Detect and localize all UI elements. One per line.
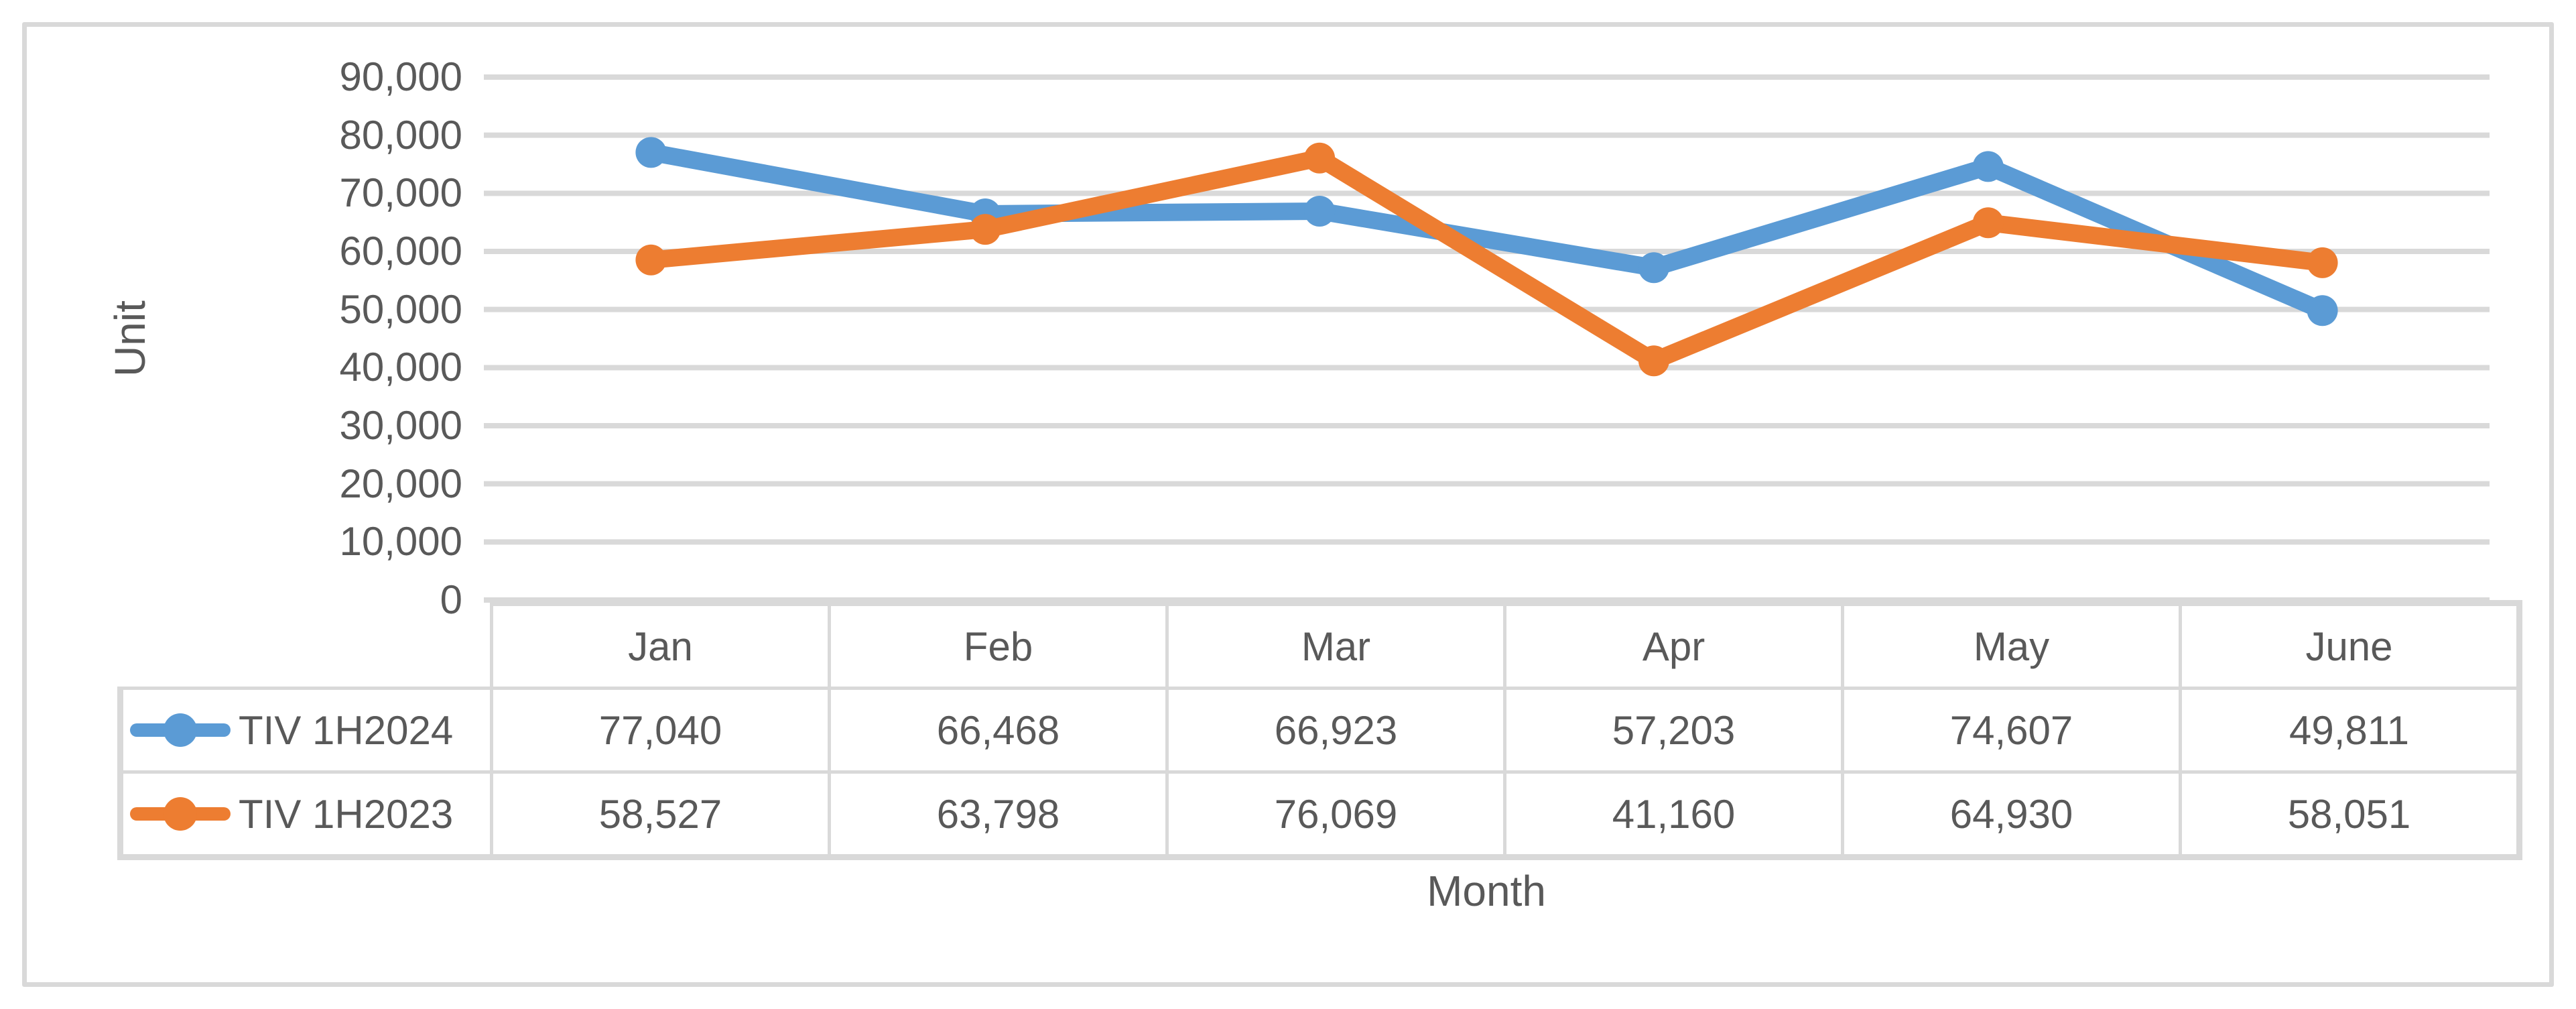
y-tick-label: 10,000	[339, 519, 462, 564]
table-cell: 66,468	[828, 687, 1169, 774]
y-tick-label: 90,000	[339, 54, 462, 99]
column-header: Mar	[1165, 600, 1506, 690]
y-tick-label: 60,000	[339, 229, 462, 274]
series-label: TIV 1H2024	[239, 707, 454, 753]
table-cell: 66,923	[1165, 687, 1506, 774]
column-header: June	[2179, 600, 2522, 690]
table-cell: 74,607	[1841, 687, 2182, 774]
y-tick-label: 50,000	[339, 287, 462, 332]
y-tick-label: 40,000	[339, 345, 462, 390]
y-tick-label: 70,000	[339, 170, 462, 215]
column-header: Jan	[490, 600, 831, 690]
table-row-tiv-1h2023: TIV 1H2023 58,527 63,798 76,069 41,160 6…	[117, 770, 2522, 860]
series-swatch-icon	[130, 796, 231, 831]
legend-cell-tiv-1h2023: TIV 1H2023	[117, 770, 493, 860]
column-header: May	[1841, 600, 2182, 690]
series-label: TIV 1H2023	[239, 791, 454, 837]
x-axis-title: Month	[1427, 867, 1546, 915]
legend-marker-dot	[164, 797, 197, 831]
table-header-row: Jan Feb Mar Apr May June	[121, 600, 2522, 690]
legend-marker-dot	[164, 713, 197, 747]
table-cell: 49,811	[2179, 687, 2522, 774]
data-table: Jan Feb Mar Apr May June TIV 1H2024 77,0…	[117, 600, 2522, 860]
y-tick-label: 20,000	[339, 461, 462, 506]
legend-cell-tiv-1h2024: TIV 1H2024	[117, 687, 493, 774]
table-cell: 41,160	[1503, 770, 1844, 860]
y-axis-title: Unit	[106, 300, 154, 377]
table-cell: 57,203	[1503, 687, 1844, 774]
y-tick-label: 0	[440, 577, 462, 622]
table-row-tiv-1h2024: TIV 1H2024 77,040 66,468 66,923 57,203 7…	[117, 687, 2522, 774]
table-cell: 76,069	[1165, 770, 1506, 860]
table-cell: 64,930	[1841, 770, 2182, 860]
table-corner-cell	[121, 603, 492, 689]
series-swatch-icon	[130, 713, 231, 748]
table-cell: 77,040	[490, 687, 831, 774]
y-tick-label: 30,000	[339, 403, 462, 448]
table-cell: 58,527	[490, 770, 831, 860]
table-cell: 58,051	[2179, 770, 2522, 860]
column-header: Feb	[828, 600, 1169, 690]
column-header: Apr	[1503, 600, 1844, 690]
y-tick-label: 80,000	[339, 113, 462, 158]
table-cell: 63,798	[828, 770, 1169, 860]
